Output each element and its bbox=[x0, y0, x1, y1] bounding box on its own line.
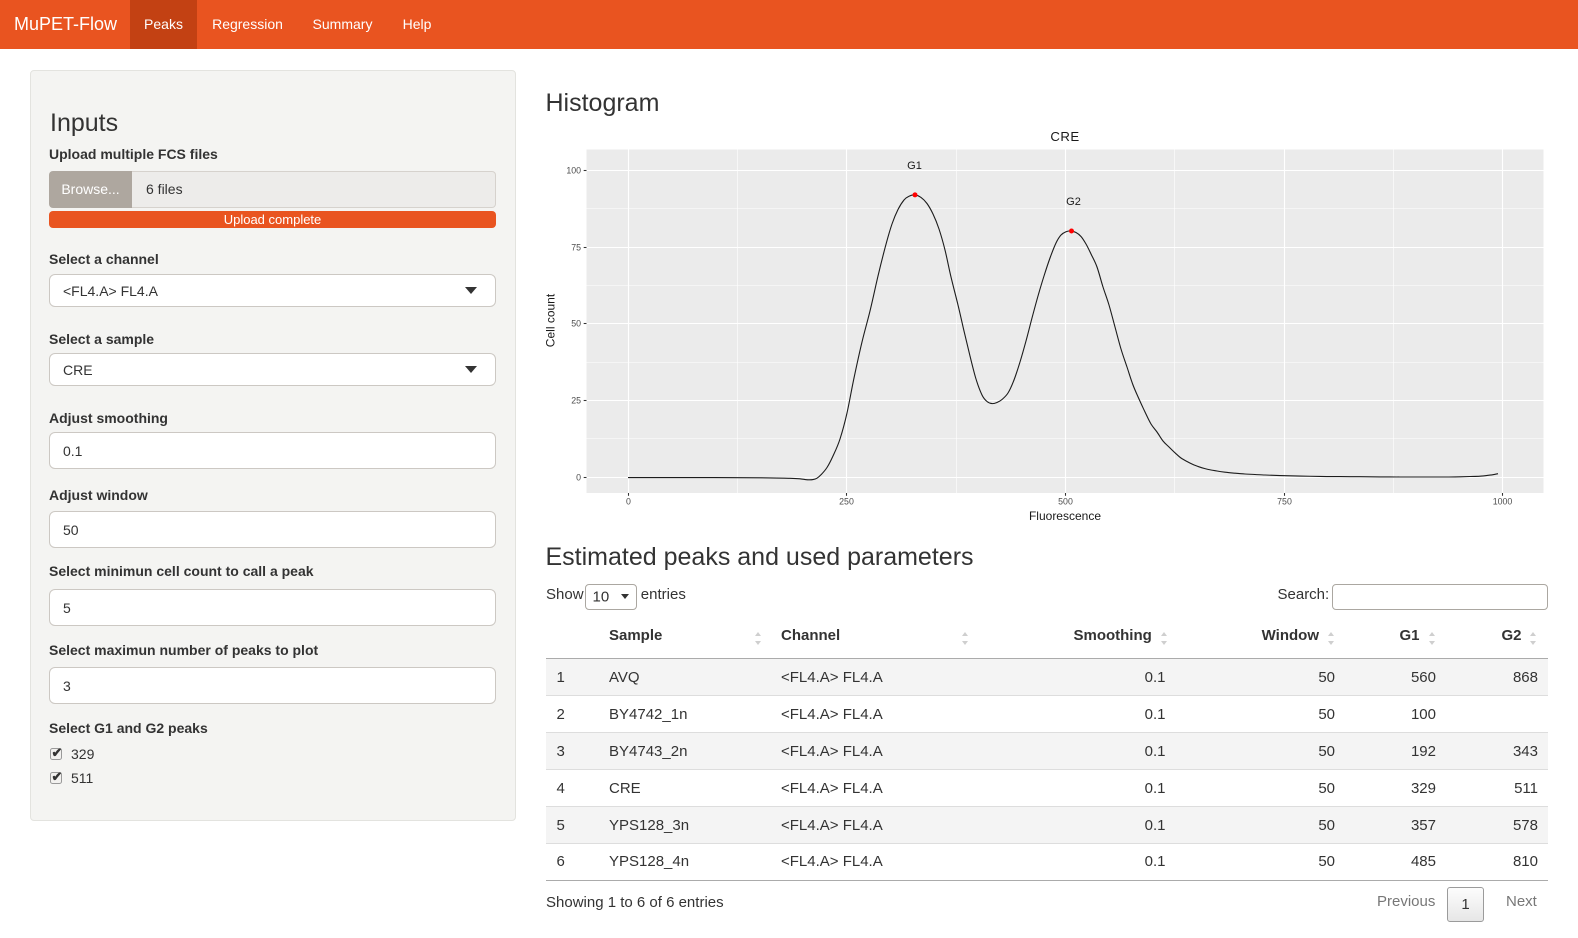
svg-text:G2: G2 bbox=[1066, 196, 1081, 208]
svg-text:500: 500 bbox=[1058, 497, 1073, 507]
svg-text:0: 0 bbox=[626, 497, 631, 507]
svg-text:1000: 1000 bbox=[1493, 497, 1513, 507]
svg-text:G1: G1 bbox=[907, 160, 922, 172]
svg-text:750: 750 bbox=[1277, 497, 1292, 507]
svg-text:25: 25 bbox=[571, 396, 581, 406]
svg-text:0: 0 bbox=[576, 473, 581, 483]
svg-text:250: 250 bbox=[839, 497, 854, 507]
svg-text:Cell count: Cell count bbox=[546, 293, 558, 347]
svg-text:CRE: CRE bbox=[1050, 129, 1079, 144]
svg-text:100: 100 bbox=[566, 166, 581, 176]
svg-text:50: 50 bbox=[571, 319, 581, 329]
svg-text:75: 75 bbox=[571, 243, 581, 253]
svg-text:Fluorescence: Fluorescence bbox=[1029, 509, 1101, 523]
